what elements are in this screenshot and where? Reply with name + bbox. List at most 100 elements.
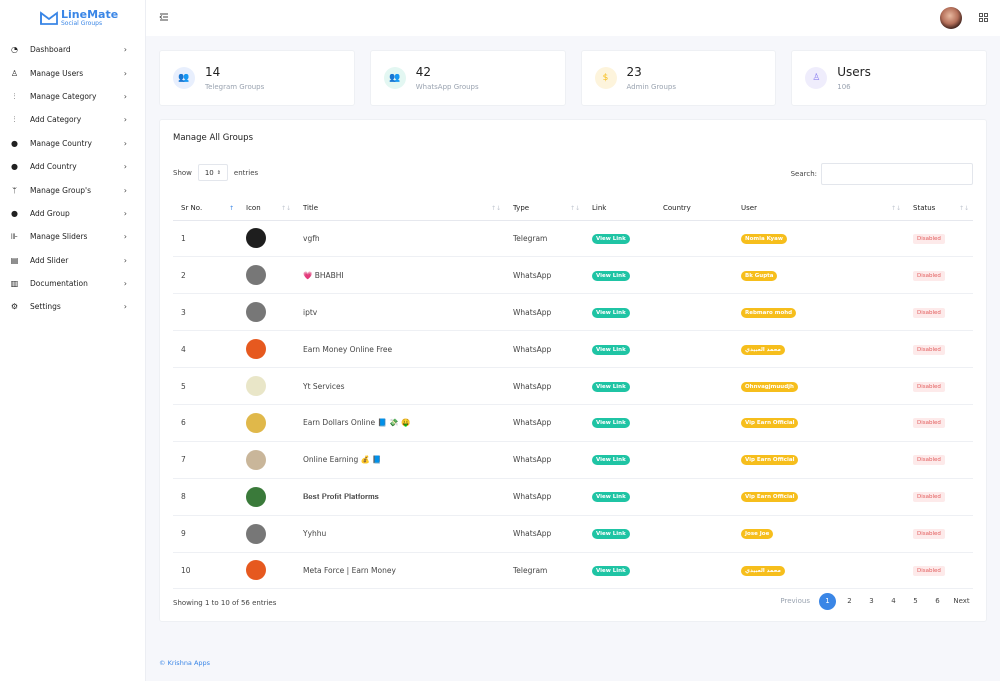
column-header[interactable]: User ↑↓ <box>733 197 905 221</box>
chevron-right-icon: › <box>123 185 127 195</box>
sidebar-item-add-category[interactable]: ⫶ Add Category › <box>0 108 145 131</box>
document-icon: ▥ <box>10 279 19 289</box>
previous-button[interactable]: Previous <box>780 597 810 605</box>
user-avatar[interactable] <box>940 7 962 29</box>
sidebar-item-documentation[interactable]: ▥ Documentation › <box>0 272 145 295</box>
sidebar-nav: ◔ Dashboard › ♙ Manage Users › ⫶ Manage Categor… <box>0 38 145 319</box>
select-arrows-icon: ⇕ <box>216 169 221 176</box>
view-link-button[interactable]: View Link <box>592 270 630 281</box>
cell-link: View Link <box>584 404 655 442</box>
column-header-label: Sr No. <box>181 204 203 213</box>
cell-link: View Link <box>584 220 655 258</box>
brand-logo[interactable]: LineMate Social Groups <box>0 0 145 36</box>
column-header[interactable]: Link <box>584 197 655 221</box>
dollar-icon: $ <box>594 67 617 89</box>
column-header[interactable]: Title ↑↓ <box>295 197 505 221</box>
group-icon <box>246 265 266 286</box>
cell-country <box>655 330 733 369</box>
stat-value: 42 <box>415 65 432 79</box>
sidebar-item-manage-category[interactable]: ⫶ Manage Category › <box>0 85 145 108</box>
cell-type: Telegram <box>505 552 584 590</box>
status-badge[interactable]: Disabled <box>913 418 945 429</box>
status-badge[interactable]: Disabled <box>913 492 945 503</box>
page-button[interactable]: 6 <box>935 597 940 605</box>
sidebar-item-manage-users[interactable]: ♙ Manage Users › <box>0 61 145 84</box>
cell-sr: 1 <box>173 220 238 258</box>
cell-sr: 4 <box>173 330 238 369</box>
user-badge: Vip Earn Official <box>741 492 799 503</box>
copyright: © Krishna Apps <box>159 659 211 667</box>
sidebar-item-manage-group-s[interactable]: ᛘ Manage Group's › <box>0 178 145 201</box>
search-input[interactable] <box>821 163 973 185</box>
group-icon <box>246 376 266 396</box>
status-badge[interactable]: Disabled <box>913 344 945 355</box>
cell-sr: 9 <box>173 515 238 553</box>
gear-icon: ⚙ <box>10 302 19 312</box>
cell-title: Earn Dollars Online 📘 💸 🤑 <box>295 404 505 442</box>
sidebar-item-settings[interactable]: ⚙ Settings › <box>0 295 145 318</box>
column-header[interactable]: Country <box>655 197 733 221</box>
cell-country <box>655 441 733 479</box>
page-button[interactable]: 1 <box>819 593 836 610</box>
page-button[interactable]: 2 <box>847 597 852 605</box>
column-header[interactable]: Sr No. ↑ <box>173 197 238 221</box>
table-row: 1 vgfh Telegram View Link Nomia Kyaw Disabled <box>173 220 973 258</box>
entries-control: Show 10 ⇕ entries <box>173 164 258 181</box>
status-badge[interactable]: Disabled <box>913 529 945 540</box>
cell-sr: 3 <box>173 293 238 332</box>
view-link-button[interactable]: View Link <box>592 529 630 540</box>
cell-link: View Link <box>584 256 655 295</box>
stat-card: 👥 42 WhatsApp Groups <box>369 50 566 106</box>
sidebar-item-add-country[interactable]: ● Add Country › <box>0 155 145 178</box>
page-button[interactable]: 4 <box>891 597 896 605</box>
status-badge[interactable]: Disabled <box>913 233 945 244</box>
column-header[interactable]: Type ↑↓ <box>505 197 584 221</box>
view-link-button[interactable]: View Link <box>592 418 630 429</box>
status-badge[interactable]: Disabled <box>913 565 945 576</box>
apps-grid-icon[interactable] <box>979 13 988 22</box>
column-header[interactable]: Status ↑↓ <box>905 197 973 221</box>
cell-status: Disabled <box>905 404 973 442</box>
status-badge[interactable]: Disabled <box>913 381 945 392</box>
category-icon: ⫶ <box>13 115 16 125</box>
status-badge[interactable]: Disabled <box>913 307 945 318</box>
cell-link: View Link <box>584 330 655 369</box>
view-link-button[interactable]: View Link <box>592 492 630 503</box>
cell-title: Yt Services <box>295 367 505 405</box>
view-link-button[interactable]: View Link <box>592 455 630 466</box>
column-header[interactable]: Icon ↑↓ <box>238 197 295 221</box>
cell-icon <box>238 404 295 442</box>
entries-value: 10 <box>204 168 214 177</box>
users-icon: 👥 <box>173 67 195 89</box>
sidebar-item-dashboard[interactable]: ◔ Dashboard › <box>0 38 145 61</box>
next-button[interactable]: Next <box>953 597 970 605</box>
group-icon <box>246 228 266 249</box>
sidebar-item-manage-sliders[interactable]: ⊪ Manage Sliders › <box>0 225 145 248</box>
sidebar-item-label: Add Slider <box>30 255 69 265</box>
user-badge: Rebmaro mohd <box>741 307 797 318</box>
column-header-label: Type <box>513 204 530 213</box>
sidebar-item-add-slider[interactable]: ▤ Add Slider › <box>0 249 145 272</box>
group-icon <box>246 523 266 544</box>
view-link-button[interactable]: View Link <box>592 344 630 355</box>
status-badge[interactable]: Disabled <box>913 455 945 466</box>
sidebar-item-add-group[interactable]: ● Add Group › <box>0 202 145 225</box>
page-button[interactable]: 3 <box>869 597 874 605</box>
cell-sr: 6 <box>173 404 238 442</box>
entries-select[interactable]: 10 ⇕ <box>197 164 228 181</box>
table-row: 9 Yyhhu WhatsApp View Link Jose Joe Disabled <box>173 515 973 553</box>
view-link-button[interactable]: View Link <box>592 565 630 576</box>
cell-type: WhatsApp <box>505 293 584 332</box>
view-link-button[interactable]: View Link <box>592 233 630 244</box>
page-button[interactable]: 5 <box>913 597 918 605</box>
sidebar-item-manage-country[interactable]: ● Manage Country › <box>0 132 145 155</box>
cell-user: Bk Gupta <box>733 256 905 295</box>
menu-toggle-icon[interactable] <box>159 12 169 22</box>
cell-icon <box>238 220 295 258</box>
view-link-button[interactable]: View Link <box>592 381 630 392</box>
stat-value: 23 <box>626 65 642 79</box>
sidebar-item-label: Add Group <box>30 208 70 218</box>
dashboard-icon: ◔ <box>11 45 18 55</box>
status-badge[interactable]: Disabled <box>913 270 945 281</box>
view-link-button[interactable]: View Link <box>592 307 630 318</box>
